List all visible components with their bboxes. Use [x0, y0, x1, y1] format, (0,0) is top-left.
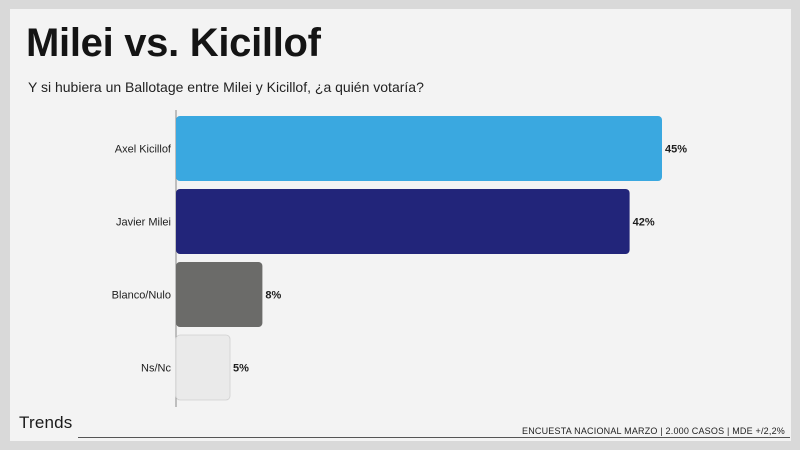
- footer-divider: [78, 437, 790, 438]
- value-label: 42%: [633, 217, 655, 229]
- category-label: Javier Milei: [116, 217, 171, 229]
- brand-logo: Trends: [19, 413, 73, 432]
- bar-axel-kicillof: [176, 116, 662, 181]
- bar-chart: Axel Kicillof 45% Javier Milei 42% Blanco/Nu…: [112, 110, 687, 407]
- category-label: Blanco/Nulo: [112, 290, 171, 302]
- chart-slide: Milei vs. Kicillof Y si hubiera un Ballo…: [10, 9, 791, 441]
- chart-subtitle: Y si hubiera un Ballotage entre Milei y …: [28, 79, 424, 95]
- value-label: 5%: [233, 363, 249, 375]
- bar-ns-nc: [175, 334, 231, 401]
- bar-javier-milei: [176, 189, 630, 254]
- footer-note: ENCUESTA NACIONAL MARZO | 2.000 CASOS | …: [522, 426, 785, 436]
- value-label: 8%: [265, 290, 281, 302]
- category-label: Axel Kicillof: [115, 144, 172, 156]
- value-label: 45%: [665, 144, 687, 156]
- category-label: Ns/Nc: [141, 363, 171, 375]
- bar-blanco-nulo: [176, 262, 263, 327]
- page-title: Milei vs. Kicillof: [26, 21, 321, 65]
